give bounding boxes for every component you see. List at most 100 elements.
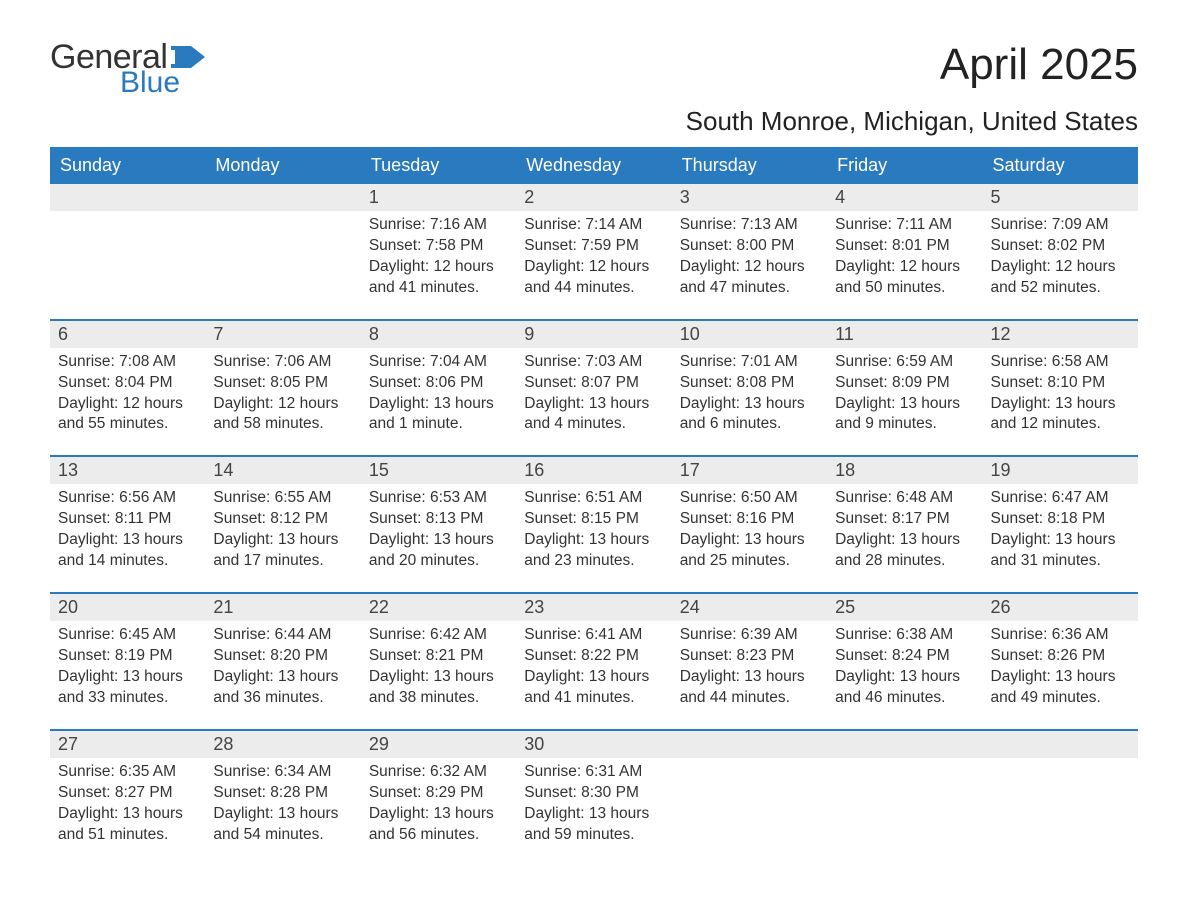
weekday-monday: Monday — [205, 147, 360, 184]
sunrise-text: Sunrise: 6:47 AM — [991, 488, 1130, 509]
sunrise-text: Sunrise: 6:56 AM — [58, 488, 197, 509]
day-cell: 22Sunrise: 6:42 AMSunset: 8:21 PMDayligh… — [361, 594, 516, 711]
day-body: Sunrise: 6:48 AMSunset: 8:17 PMDaylight:… — [827, 484, 982, 574]
day-body: Sunrise: 6:45 AMSunset: 8:19 PMDaylight:… — [50, 621, 205, 711]
sunset-text: Sunset: 8:04 PM — [58, 373, 197, 394]
day-cell — [827, 731, 982, 848]
sunrise-text: Sunrise: 6:55 AM — [213, 488, 352, 509]
day-cell — [50, 184, 205, 301]
day-number: 10 — [672, 321, 827, 348]
weekday-tuesday: Tuesday — [361, 147, 516, 184]
day-body: Sunrise: 7:16 AMSunset: 7:58 PMDaylight:… — [361, 211, 516, 301]
weeks-container: 1Sunrise: 7:16 AMSunset: 7:58 PMDaylight… — [50, 184, 1138, 847]
sunrise-text: Sunrise: 6:45 AM — [58, 625, 197, 646]
daylight-text: Daylight: 13 hours and 25 minutes. — [680, 530, 819, 572]
weekday-header-row: Sunday Monday Tuesday Wednesday Thursday… — [50, 147, 1138, 184]
day-body: Sunrise: 6:59 AMSunset: 8:09 PMDaylight:… — [827, 348, 982, 438]
day-number: 3 — [672, 184, 827, 211]
sunrise-text: Sunrise: 6:42 AM — [369, 625, 508, 646]
day-body: Sunrise: 6:53 AMSunset: 8:13 PMDaylight:… — [361, 484, 516, 574]
sunset-text: Sunset: 8:23 PM — [680, 646, 819, 667]
day-body: Sunrise: 6:35 AMSunset: 8:27 PMDaylight:… — [50, 758, 205, 848]
day-body: Sunrise: 6:47 AMSunset: 8:18 PMDaylight:… — [983, 484, 1138, 574]
sunrise-text: Sunrise: 6:59 AM — [835, 352, 974, 373]
sunrise-text: Sunrise: 6:39 AM — [680, 625, 819, 646]
week-row: 13Sunrise: 6:56 AMSunset: 8:11 PMDayligh… — [50, 455, 1138, 574]
logo-text-blue: Blue — [120, 68, 205, 98]
day-cell: 9Sunrise: 7:03 AMSunset: 8:07 PMDaylight… — [516, 321, 671, 438]
day-body: Sunrise: 6:31 AMSunset: 8:30 PMDaylight:… — [516, 758, 671, 848]
page-title: April 2025 — [940, 40, 1138, 90]
daylight-text: Daylight: 13 hours and 9 minutes. — [835, 394, 974, 436]
daylight-text: Daylight: 13 hours and 17 minutes. — [213, 530, 352, 572]
sunrise-text: Sunrise: 6:58 AM — [991, 352, 1130, 373]
day-body: Sunrise: 6:42 AMSunset: 8:21 PMDaylight:… — [361, 621, 516, 711]
sunrise-text: Sunrise: 7:13 AM — [680, 215, 819, 236]
daylight-text: Daylight: 13 hours and 20 minutes. — [369, 530, 508, 572]
daylight-text: Daylight: 12 hours and 58 minutes. — [213, 394, 352, 436]
week-row: 1Sunrise: 7:16 AMSunset: 7:58 PMDaylight… — [50, 184, 1138, 301]
daylight-text: Daylight: 13 hours and 44 minutes. — [680, 667, 819, 709]
day-cell: 12Sunrise: 6:58 AMSunset: 8:10 PMDayligh… — [983, 321, 1138, 438]
day-cell: 3Sunrise: 7:13 AMSunset: 8:00 PMDaylight… — [672, 184, 827, 301]
day-cell: 5Sunrise: 7:09 AMSunset: 8:02 PMDaylight… — [983, 184, 1138, 301]
day-body: Sunrise: 6:39 AMSunset: 8:23 PMDaylight:… — [672, 621, 827, 711]
day-number: 27 — [50, 731, 205, 758]
day-number: 11 — [827, 321, 982, 348]
sunrise-text: Sunrise: 7:01 AM — [680, 352, 819, 373]
day-number — [983, 731, 1138, 758]
day-cell: 8Sunrise: 7:04 AMSunset: 8:06 PMDaylight… — [361, 321, 516, 438]
sunset-text: Sunset: 8:00 PM — [680, 236, 819, 257]
day-cell: 18Sunrise: 6:48 AMSunset: 8:17 PMDayligh… — [827, 457, 982, 574]
day-cell: 20Sunrise: 6:45 AMSunset: 8:19 PMDayligh… — [50, 594, 205, 711]
daylight-text: Daylight: 13 hours and 31 minutes. — [991, 530, 1130, 572]
daylight-text: Daylight: 13 hours and 33 minutes. — [58, 667, 197, 709]
daylight-text: Daylight: 13 hours and 36 minutes. — [213, 667, 352, 709]
day-body: Sunrise: 7:14 AMSunset: 7:59 PMDaylight:… — [516, 211, 671, 301]
day-cell: 10Sunrise: 7:01 AMSunset: 8:08 PMDayligh… — [672, 321, 827, 438]
day-body: Sunrise: 7:01 AMSunset: 8:08 PMDaylight:… — [672, 348, 827, 438]
day-cell: 6Sunrise: 7:08 AMSunset: 8:04 PMDaylight… — [50, 321, 205, 438]
day-cell: 16Sunrise: 6:51 AMSunset: 8:15 PMDayligh… — [516, 457, 671, 574]
daylight-text: Daylight: 13 hours and 56 minutes. — [369, 804, 508, 846]
sunset-text: Sunset: 8:10 PM — [991, 373, 1130, 394]
daylight-text: Daylight: 13 hours and 12 minutes. — [991, 394, 1130, 436]
day-number: 14 — [205, 457, 360, 484]
sunset-text: Sunset: 8:06 PM — [369, 373, 508, 394]
day-cell: 1Sunrise: 7:16 AMSunset: 7:58 PMDaylight… — [361, 184, 516, 301]
day-number: 5 — [983, 184, 1138, 211]
day-body: Sunrise: 6:34 AMSunset: 8:28 PMDaylight:… — [205, 758, 360, 848]
sunset-text: Sunset: 8:11 PM — [58, 509, 197, 530]
day-body: Sunrise: 6:38 AMSunset: 8:24 PMDaylight:… — [827, 621, 982, 711]
day-cell: 17Sunrise: 6:50 AMSunset: 8:16 PMDayligh… — [672, 457, 827, 574]
day-cell: 27Sunrise: 6:35 AMSunset: 8:27 PMDayligh… — [50, 731, 205, 848]
day-number: 20 — [50, 594, 205, 621]
day-number: 19 — [983, 457, 1138, 484]
day-number — [205, 184, 360, 211]
day-cell — [983, 731, 1138, 848]
sunset-text: Sunset: 8:17 PM — [835, 509, 974, 530]
sunset-text: Sunset: 8:02 PM — [991, 236, 1130, 257]
sunrise-text: Sunrise: 6:35 AM — [58, 762, 197, 783]
day-number: 7 — [205, 321, 360, 348]
day-cell: 2Sunrise: 7:14 AMSunset: 7:59 PMDaylight… — [516, 184, 671, 301]
sunset-text: Sunset: 8:07 PM — [524, 373, 663, 394]
day-body: Sunrise: 6:36 AMSunset: 8:26 PMDaylight:… — [983, 621, 1138, 711]
day-body: Sunrise: 7:09 AMSunset: 8:02 PMDaylight:… — [983, 211, 1138, 301]
day-number: 24 — [672, 594, 827, 621]
daylight-text: Daylight: 13 hours and 41 minutes. — [524, 667, 663, 709]
day-cell: 4Sunrise: 7:11 AMSunset: 8:01 PMDaylight… — [827, 184, 982, 301]
daylight-text: Daylight: 12 hours and 55 minutes. — [58, 394, 197, 436]
calendar: Sunday Monday Tuesday Wednesday Thursday… — [50, 147, 1138, 847]
sunrise-text: Sunrise: 6:31 AM — [524, 762, 663, 783]
day-cell: 26Sunrise: 6:36 AMSunset: 8:26 PMDayligh… — [983, 594, 1138, 711]
header: General Blue April 2025 — [50, 40, 1138, 98]
sunset-text: Sunset: 8:09 PM — [835, 373, 974, 394]
daylight-text: Daylight: 12 hours and 52 minutes. — [991, 257, 1130, 299]
day-body: Sunrise: 7:03 AMSunset: 8:07 PMDaylight:… — [516, 348, 671, 438]
sunset-text: Sunset: 8:22 PM — [524, 646, 663, 667]
title-block: April 2025 — [940, 40, 1138, 90]
day-body: Sunrise: 6:50 AMSunset: 8:16 PMDaylight:… — [672, 484, 827, 574]
daylight-text: Daylight: 13 hours and 1 minute. — [369, 394, 508, 436]
sunrise-text: Sunrise: 6:38 AM — [835, 625, 974, 646]
